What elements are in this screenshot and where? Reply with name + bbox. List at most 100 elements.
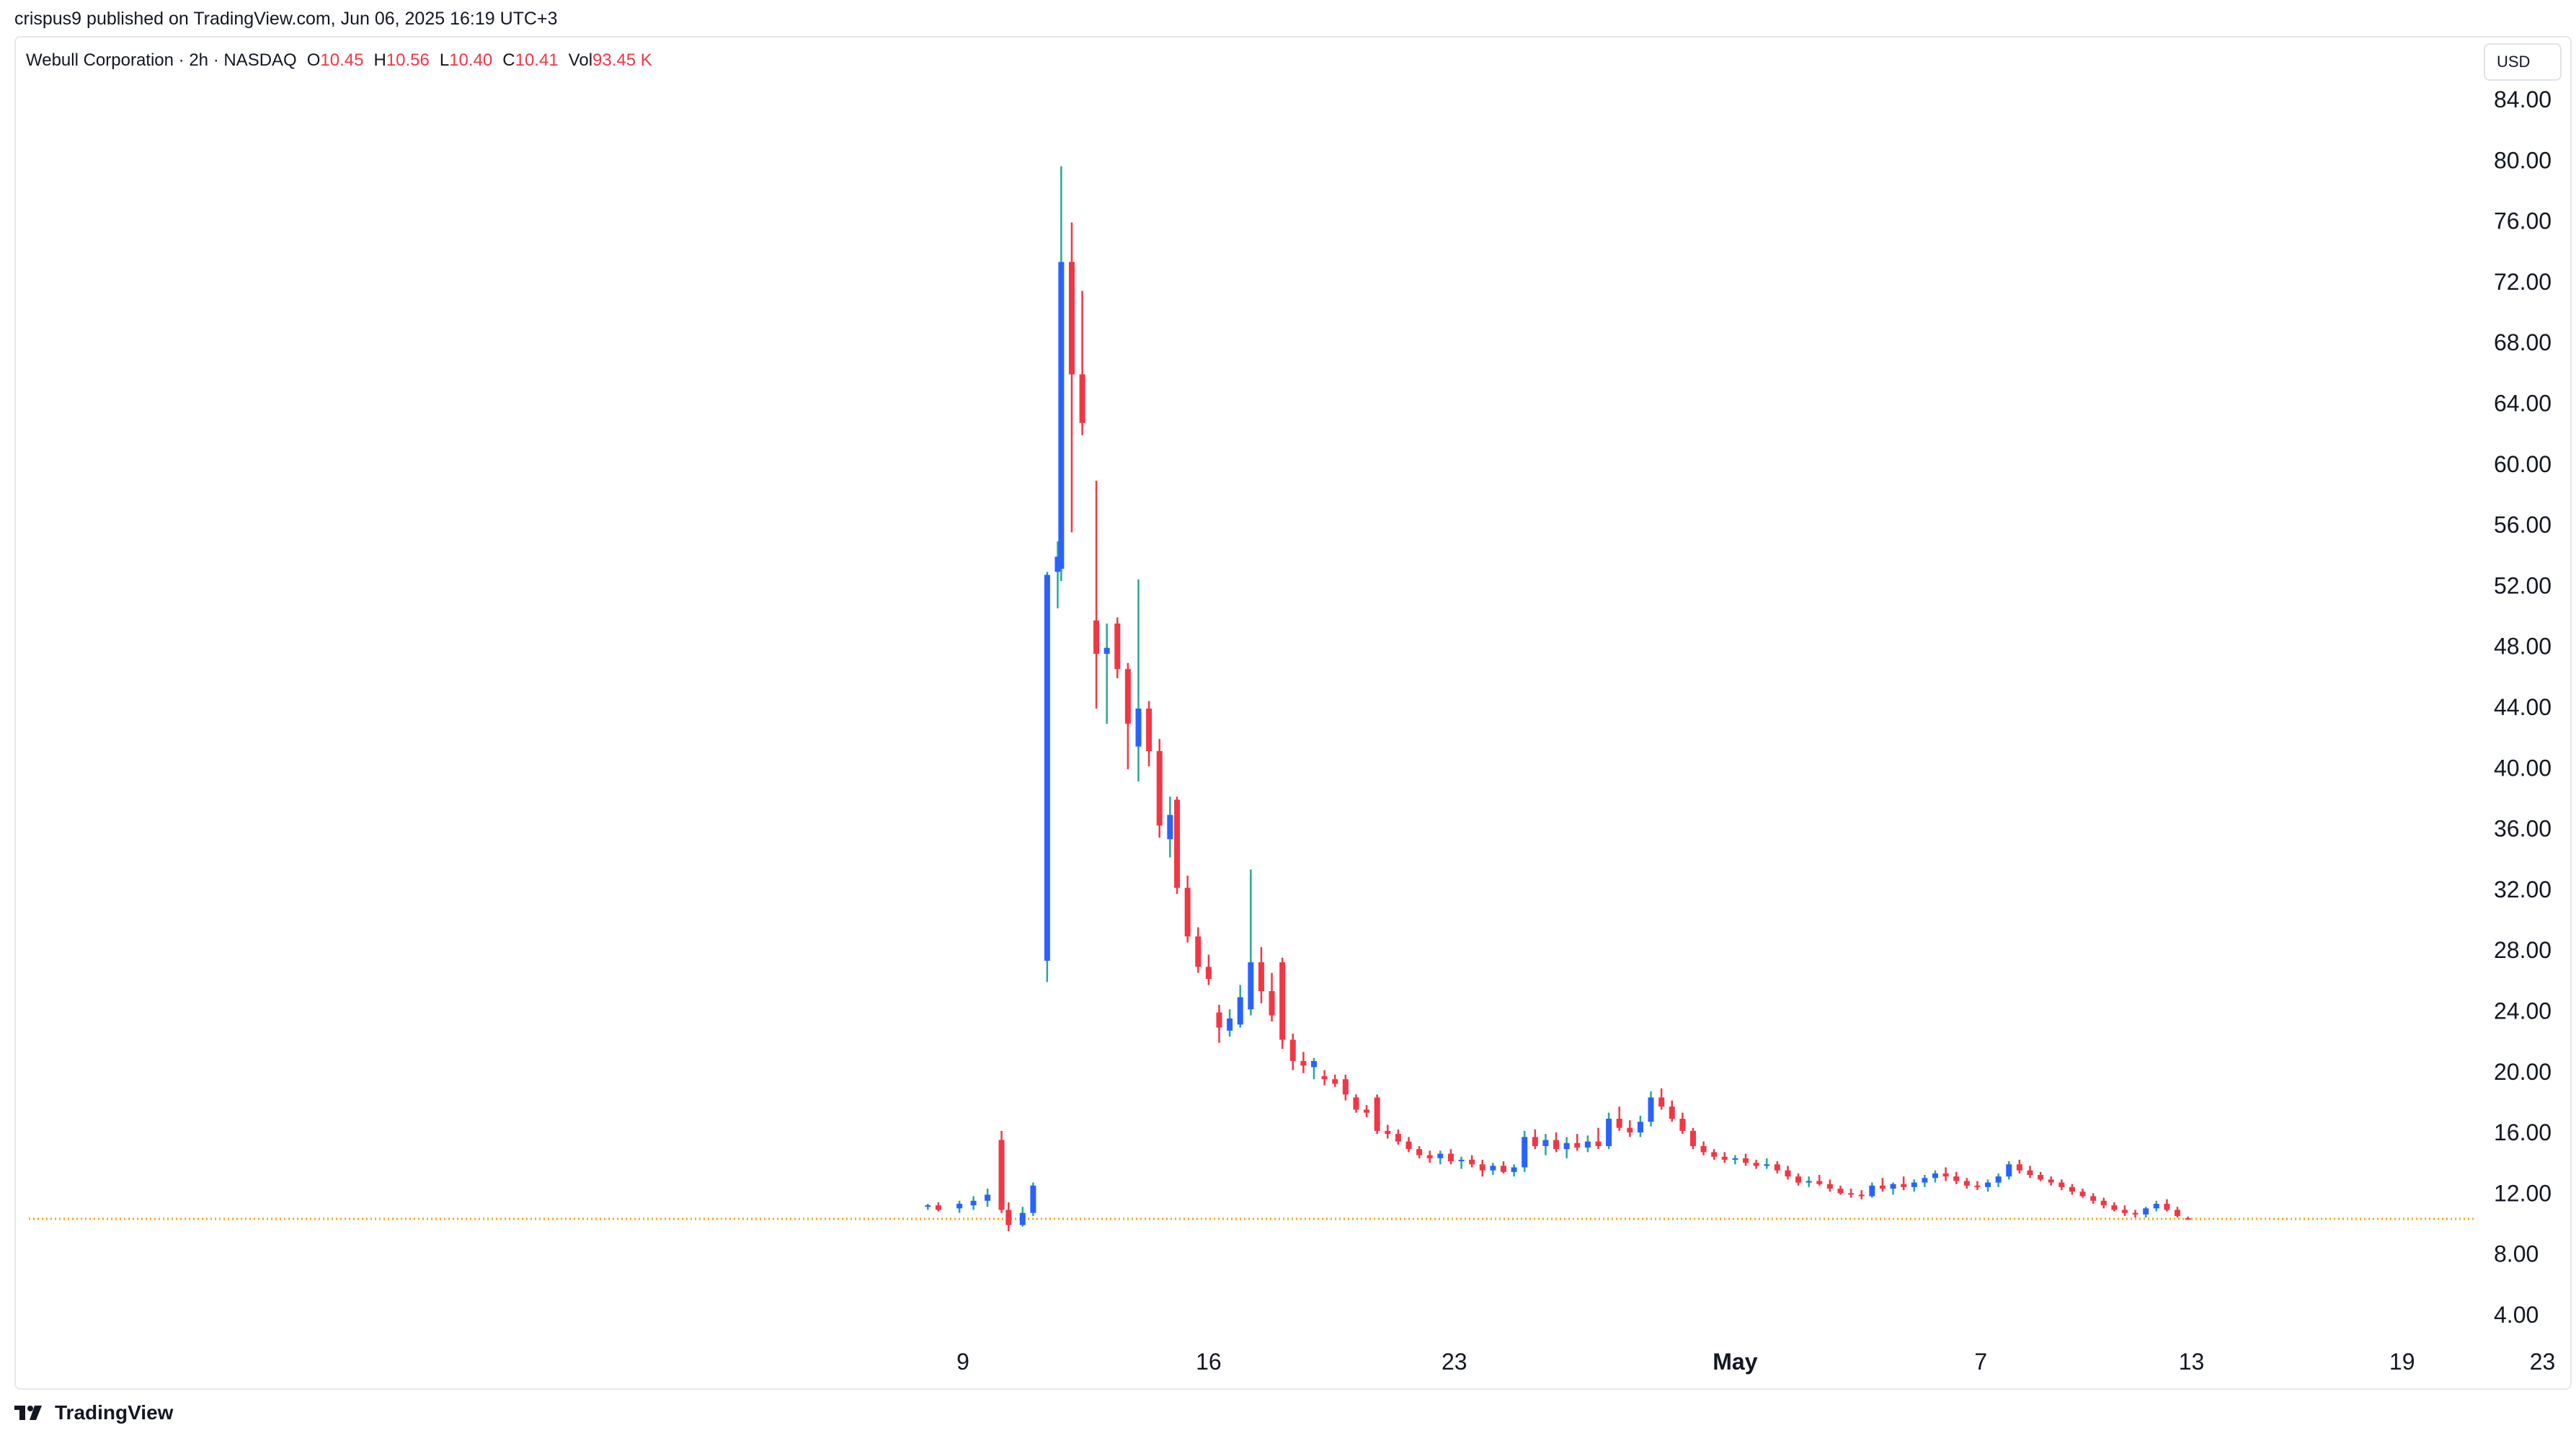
x-tick-label: 23 [1442,1349,1467,1375]
candle-body [1732,1158,1738,1160]
candle-body [1689,1130,1696,1146]
x-tick-label: 9 [956,1349,969,1375]
y-tick-label: 48.00 [2494,634,2551,660]
candle-body [1522,1137,1528,1168]
candle-body [1174,799,1181,888]
candle-body [1532,1137,1538,1146]
y-tick-label: 64.00 [2494,391,2551,417]
candle-body [1227,1018,1233,1031]
open-value: 10.45 [320,50,364,70]
candle-body [1321,1076,1328,1080]
candle-body [2058,1182,2065,1187]
brand-name: TradingView [55,1401,174,1424]
candle-body [1248,962,1254,1010]
candle-body [1479,1164,1485,1171]
candle-body [1205,967,1212,980]
candle-body [1879,1185,1886,1189]
candle-body [2090,1196,2097,1201]
candle-body [1054,556,1061,572]
candle-body [1058,262,1065,569]
x-tick-label: 16 [1196,1349,1222,1375]
candle-body [1995,1176,2002,1183]
candle-body [1911,1182,1917,1187]
candle-body [1426,1155,1433,1158]
candle-body [1469,1159,1475,1165]
x-tick-label: 23 [2530,1349,2556,1375]
y-tick-label: 28.00 [2494,937,2551,963]
x-tick-label: 19 [2389,1349,2415,1375]
candle-body [1156,751,1163,826]
candle-body [1237,997,1243,1025]
candle-body [2132,1212,2138,1215]
volume-value: 93.45 K [592,50,652,70]
candle-body [1135,709,1142,747]
candle-body [2038,1175,2044,1180]
candle-body [1019,1212,1026,1225]
candle-body [2016,1164,2022,1171]
candle-body [1985,1182,1991,1187]
candle-body [956,1204,963,1209]
y-tick-label: 16.00 [2494,1119,2551,1145]
high-value: 10.56 [386,50,430,70]
candle-body [1079,374,1085,423]
candle-body [1385,1130,1391,1135]
candle-body [1005,1210,1012,1225]
symbol-title[interactable]: Webull Corporation · 2h · NASDAQ [26,50,297,70]
candle-body [1405,1141,1412,1150]
candle-body [1395,1134,1401,1142]
y-tick-label: 52.00 [2494,572,2551,598]
tradingview-brand[interactable]: TradingView [14,1401,173,1424]
y-tick-label: 56.00 [2494,512,2551,538]
candle-body [1595,1141,1602,1146]
candle-body [2111,1205,2118,1210]
candle-body [2175,1210,2181,1216]
candle-body [2121,1210,2128,1213]
candle-body [1869,1185,1875,1197]
candle-body [1364,1109,1370,1113]
y-tick-label: 36.00 [2494,816,2551,842]
candle-body [1826,1184,1833,1189]
volume-label: Vol [568,50,593,70]
y-tick-label: 40.00 [2494,755,2551,781]
candle-body [1447,1153,1454,1162]
candle-body [1648,1097,1654,1122]
candle-body [1030,1185,1036,1213]
high-label: H [373,50,386,70]
symbol-legend: Webull Corporation · 2h · NASDAQ O10.45 … [26,50,662,71]
candle-body [1289,1039,1296,1061]
candle-body [1542,1140,1549,1146]
candle-body [1114,623,1121,670]
candle-body [1963,1181,1970,1186]
candle-body [2079,1192,2086,1197]
candle-body [1124,669,1131,724]
candle-body [1044,574,1050,961]
open-label: O [306,50,321,70]
candle-body [2069,1186,2075,1192]
candle-body [1279,962,1286,1040]
x-tick-label: 13 [2179,1349,2205,1375]
candle-body [1658,1097,1665,1107]
candle-body [1679,1119,1686,1131]
candle-body [1103,647,1110,655]
candle-body [1563,1143,1570,1150]
candle-body [1184,887,1191,937]
candle-body [1584,1141,1591,1148]
candle-body [1258,962,1264,991]
candle-body [1511,1167,1517,1172]
candle-body [1574,1143,1581,1148]
y-tick-label: 68.00 [2494,329,2551,355]
y-tick-label: 60.00 [2494,451,2551,477]
y-tick-label: 72.00 [2494,269,2551,295]
currency-button[interactable]: USD [2484,43,2562,81]
candle-body [2185,1218,2191,1220]
candle-body [935,1205,941,1210]
candle-body [1146,709,1152,752]
candle-body [1167,815,1173,840]
x-tick-label: May [1713,1349,1757,1375]
candle-body [1216,1012,1222,1028]
low-label: L [439,50,450,70]
close-value: 10.41 [515,50,559,70]
candle-body [1848,1193,1855,1195]
candle-body [1711,1152,1718,1157]
